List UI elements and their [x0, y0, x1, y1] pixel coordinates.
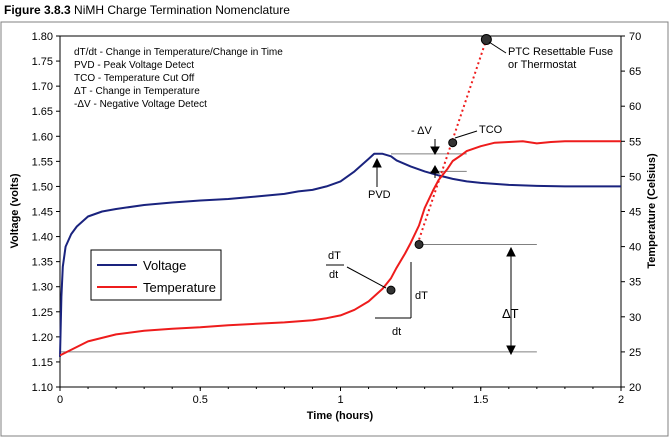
y2-axis-label: Temperature (Celsius) [646, 153, 658, 269]
definitions-block: dT/dt - Change in Temperature/Change in … [74, 47, 283, 110]
delta-t-arrowhead-down [506, 345, 516, 356]
y-tick-label: 1.65 [32, 106, 53, 118]
figure-number: Figure 3.8.3 [4, 3, 71, 17]
y2-tick-label: 55 [629, 136, 641, 148]
y-tick-label: 1.20 [32, 332, 53, 344]
marker-point [448, 138, 458, 148]
tco-pointer [454, 130, 478, 139]
legend-label-voltage: Voltage [143, 258, 186, 273]
x-tick-label: 2 [618, 394, 624, 406]
definition-dtdt: dT/dt - Change in Temperature/Change in … [74, 47, 283, 58]
y2-tick-label: 20 [629, 382, 641, 394]
tco-label: TCO [479, 124, 503, 136]
marker-point [386, 285, 396, 295]
delta-t-label: ΔT [502, 306, 519, 321]
dtdt-numerator: dT [328, 250, 341, 262]
ptc-pointer [488, 41, 507, 54]
series-line-temperature [59, 140, 621, 357]
legend: Voltage Temperature [90, 249, 222, 301]
delta-t-arrowhead-up [506, 246, 516, 257]
pvd-arrowhead [372, 157, 382, 168]
x-tick-label: 0.5 [193, 394, 208, 406]
y-tick-label: 1.70 [32, 81, 53, 93]
figure-title: Figure 3.8.3 NiMH Charge Termination Nom… [4, 3, 290, 17]
annotations: PTC Resettable Fuse or Thermostat TCO - … [326, 46, 613, 338]
neg-dv-arrowhead-up [430, 164, 440, 174]
series-line-voltage [59, 152, 621, 357]
plot-area [59, 35, 622, 388]
y2-tick-label: 30 [629, 312, 641, 324]
y2-tick-label: 35 [629, 277, 641, 289]
chart-border [0, 21, 669, 437]
y2-tick-label: 25 [629, 347, 641, 359]
definition-neg-dv: -ΔV - Negative Voltage Detect [74, 99, 207, 110]
marker-point [480, 34, 492, 46]
neg-dv-arrowhead-down [430, 146, 440, 156]
y-tick-label: 1.40 [32, 232, 53, 244]
figure-title-text: NiMH Charge Termination Nomenclature [74, 3, 290, 17]
definition-tco: TCO - Temperature Cut Off [74, 73, 194, 84]
definition-pvd: PVD - Peak Voltage Detect [74, 60, 194, 71]
ptc-label-line1: PTC Resettable Fuse [508, 46, 613, 58]
y-tick-label: 1.80 [32, 31, 53, 43]
pvd-label: PVD [368, 189, 391, 201]
y-tick-label: 1.25 [32, 307, 53, 319]
y-tick-label: 1.15 [32, 357, 53, 369]
y-axis-label: Voltage (volts) [9, 173, 21, 248]
y2-tick-label: 40 [629, 242, 641, 254]
annotation-arrows [346, 41, 516, 356]
axes-layer: 1.101.151.201.251.301.351.401.451.501.55… [32, 31, 642, 406]
y2-tick-label: 70 [629, 31, 641, 43]
y2-tick-label: 50 [629, 171, 641, 183]
x-axis-label: Time (hours) [307, 410, 374, 422]
y-tick-label: 1.30 [32, 282, 53, 294]
dt-label: dt [392, 326, 401, 338]
y2-tick-label: 60 [629, 101, 641, 113]
x-tick-label: 1 [337, 394, 343, 406]
y-tick-label: 1.10 [32, 382, 53, 394]
legend-box [90, 249, 222, 301]
y-tick-label: 1.75 [32, 56, 53, 68]
y2-tick-label: 65 [629, 66, 641, 78]
dT-label: dT [415, 290, 428, 302]
y-tick-label: 1.60 [32, 131, 53, 143]
y-tick-label: 1.45 [32, 207, 53, 219]
y-tick-label: 1.35 [32, 257, 53, 269]
y2-tick-label: 45 [629, 207, 641, 219]
x-tick-label: 1.5 [473, 394, 488, 406]
marker-point [414, 239, 424, 249]
neg-dv-label: - ΔV [411, 125, 432, 137]
marker-layer [386, 34, 492, 295]
reference-lines [60, 153, 537, 353]
x-tick-label: 0 [57, 394, 63, 406]
legend-label-temperature: Temperature [143, 280, 216, 295]
dtdt-denominator: dt [329, 269, 338, 281]
dtdt-pointer [346, 266, 387, 289]
definition-delta-t: ΔT - Change in Temperature [74, 86, 200, 97]
y-tick-label: 1.50 [32, 181, 53, 193]
y-tick-label: 1.55 [32, 156, 53, 168]
ptc-label-line2: or Thermostat [508, 59, 576, 71]
